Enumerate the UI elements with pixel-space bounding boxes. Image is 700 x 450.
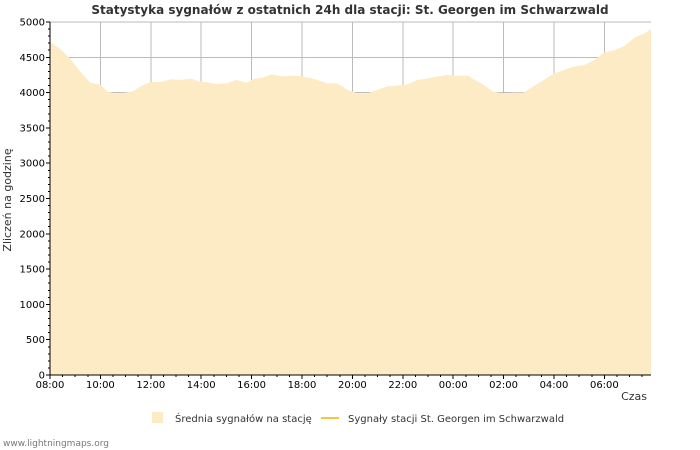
chart-title: Statystyka sygnałów z ostatnich 24h dla … [91, 3, 608, 17]
axes [46, 21, 651, 379]
legend-swatch-average [152, 412, 163, 423]
y-tick-label: 3500 [20, 123, 45, 134]
credit-text: www.lightningmaps.org [3, 439, 109, 449]
y-tick-label: 2500 [20, 194, 45, 205]
legend-label-average: Średnia sygnałów na stację [175, 412, 312, 425]
x-tick-label: 16:00 [237, 380, 266, 391]
x-tick-label: 06:00 [590, 380, 619, 391]
x-tick-label: 20:00 [338, 380, 367, 391]
y-tick-label: 4000 [20, 88, 45, 99]
y-tick-label: 0 [39, 371, 45, 382]
x-tick-label: 18:00 [288, 380, 317, 391]
y-tick-label: 2000 [20, 229, 45, 240]
y-tick-label: 4500 [20, 53, 45, 64]
x-tick-label: 08:00 [36, 380, 65, 391]
y-tick-label: 1000 [20, 300, 45, 311]
x-tick-label: 14:00 [187, 380, 216, 391]
x-axis-label: Czas [621, 390, 647, 403]
y-axis-label: Zliczeń na godzinę [1, 148, 14, 251]
x-tick-label: 10:00 [86, 380, 115, 391]
legend-label-station: Sygnały stacji St. Georgen im Schwarzwal… [348, 414, 564, 425]
area-series-average [50, 29, 651, 375]
x-tick-label: 00:00 [439, 380, 468, 391]
y-tick-label: 500 [26, 335, 45, 346]
x-tick-label: 02:00 [489, 380, 518, 391]
area-layer [50, 29, 651, 375]
y-tick-label: 3000 [20, 159, 45, 170]
legend: Średnia sygnałów na stację Sygnały stacj… [152, 412, 564, 425]
x-tick-labels: 08:00 10:00 12:00 14:00 16:00 18:00 20:00 22:00… [36, 380, 619, 391]
y-tick-label: 1500 [20, 265, 45, 276]
y-tick-labels: 0 500 1000 1500 2000 2500 3000 3500 4000 4500 5000 [20, 18, 45, 382]
x-tick-label: 04:00 [540, 380, 569, 391]
x-tick-label: 22:00 [388, 380, 417, 391]
x-tick-label: 12:00 [136, 380, 165, 391]
y-tick-label: 5000 [20, 18, 45, 29]
